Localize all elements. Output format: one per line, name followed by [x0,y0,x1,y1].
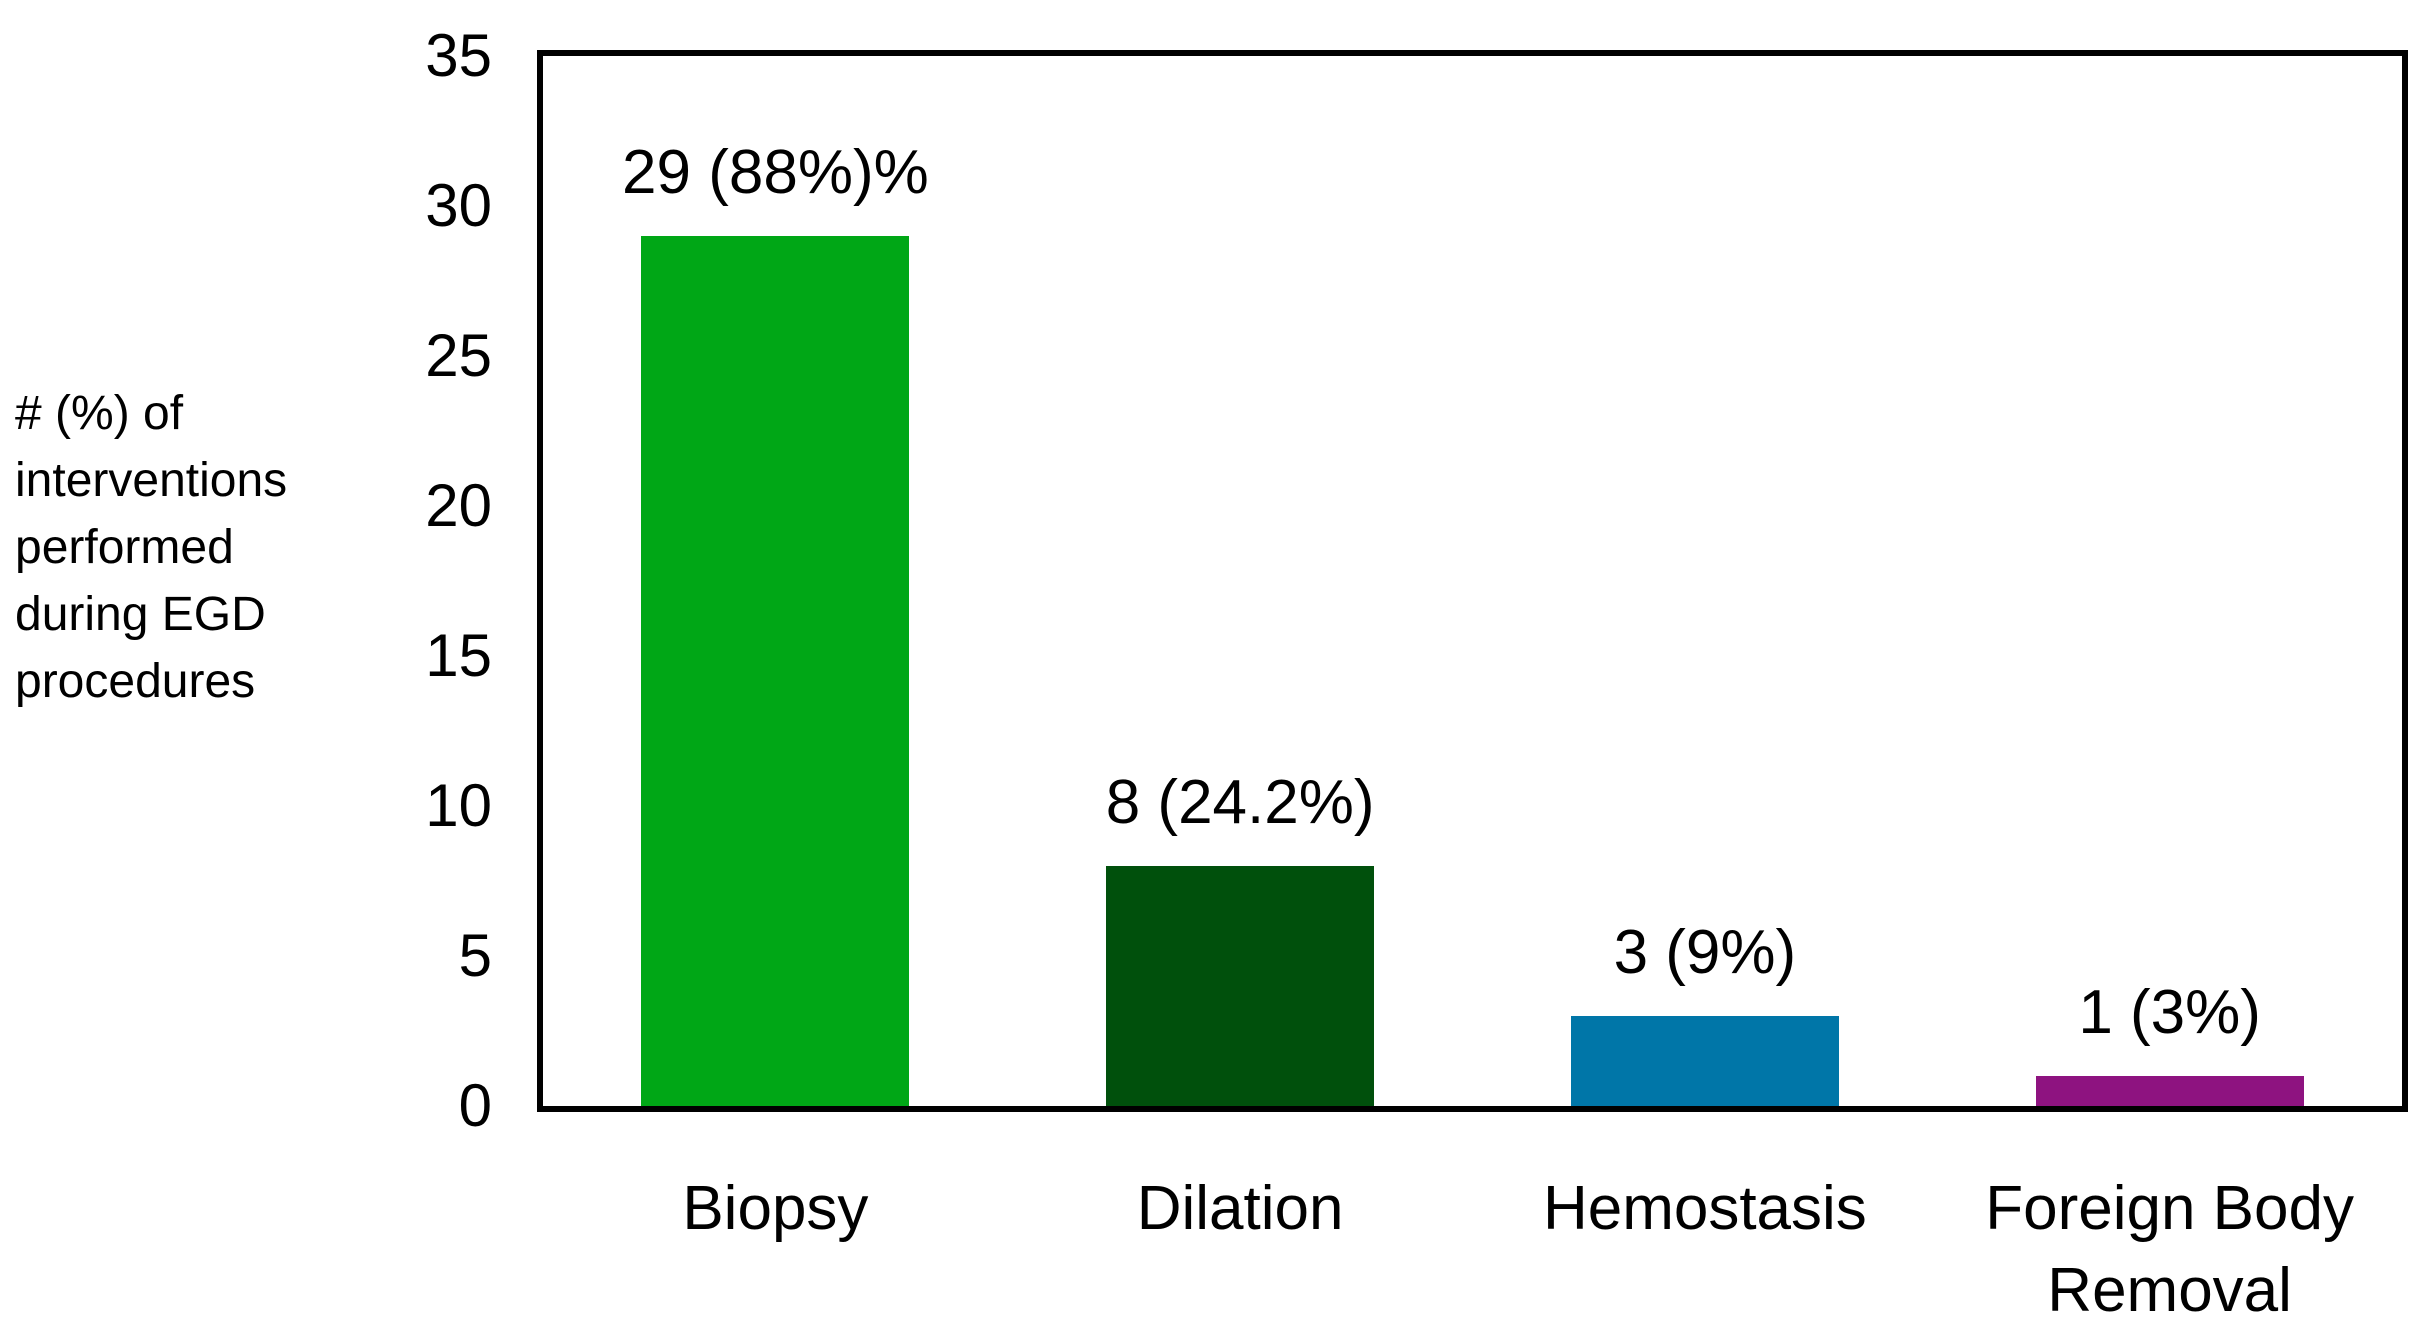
y-axis-tick-label: 0 [458,1072,492,1139]
bar-slot-hemostasis: 3 (9%) [1473,56,1938,1106]
y-axis-tick-label: 30 [425,172,492,239]
y-axis: 0 5 10 15 20 25 30 35 [0,0,492,1338]
y-axis-tick-label: 5 [458,922,492,989]
bar-value-label-biopsy: 29 (88%)% [622,138,929,208]
x-axis-category-label-biopsy: Biopsy [682,1174,869,1243]
bar-value-label-hemostasis: 3 (9%) [1613,918,1797,988]
plot-area: 29 (88%)% 8 (24.2%) 3 (9%) 1 (3%) [537,50,2408,1112]
bar-slot-biopsy: 29 (88%)% [543,56,1008,1106]
y-axis-tick-label: 25 [425,322,492,389]
x-axis-category-label-foreign-body-removal: Foreign Body Removal [1985,1174,2354,1325]
bar-slot-dilation: 8 (24.2%) [1008,56,1473,1106]
bar-hemostasis [1570,1016,1839,1106]
x-axis: Biopsy Dilation Hemostasis Foreign Body Rem… [543,1168,2402,1332]
x-axis-category-label-hemostasis: Hemostasis [1542,1174,1867,1243]
bar-dilation [1106,866,1375,1106]
x-axis-category-label-dilation: Dilation [1136,1174,1344,1243]
bar-value-label-dilation: 8 (24.2%) [1105,768,1375,837]
y-axis-tick-label: 20 [425,472,492,539]
bar-value-label-foreign-body-removal: 1 (3%) [2078,978,2261,1047]
bar-biopsy [641,236,910,1106]
y-axis-tick-label: 35 [425,22,492,89]
y-axis-title: # (%) of interventions performed during … [15,387,288,708]
y-axis-tick-label: 15 [425,622,492,689]
bar-foreign-body-removal [2035,1076,2304,1106]
y-axis-tick-label: 10 [425,772,492,839]
bar-slot-foreign-body-removal: 1 (3%) [1937,56,2402,1106]
